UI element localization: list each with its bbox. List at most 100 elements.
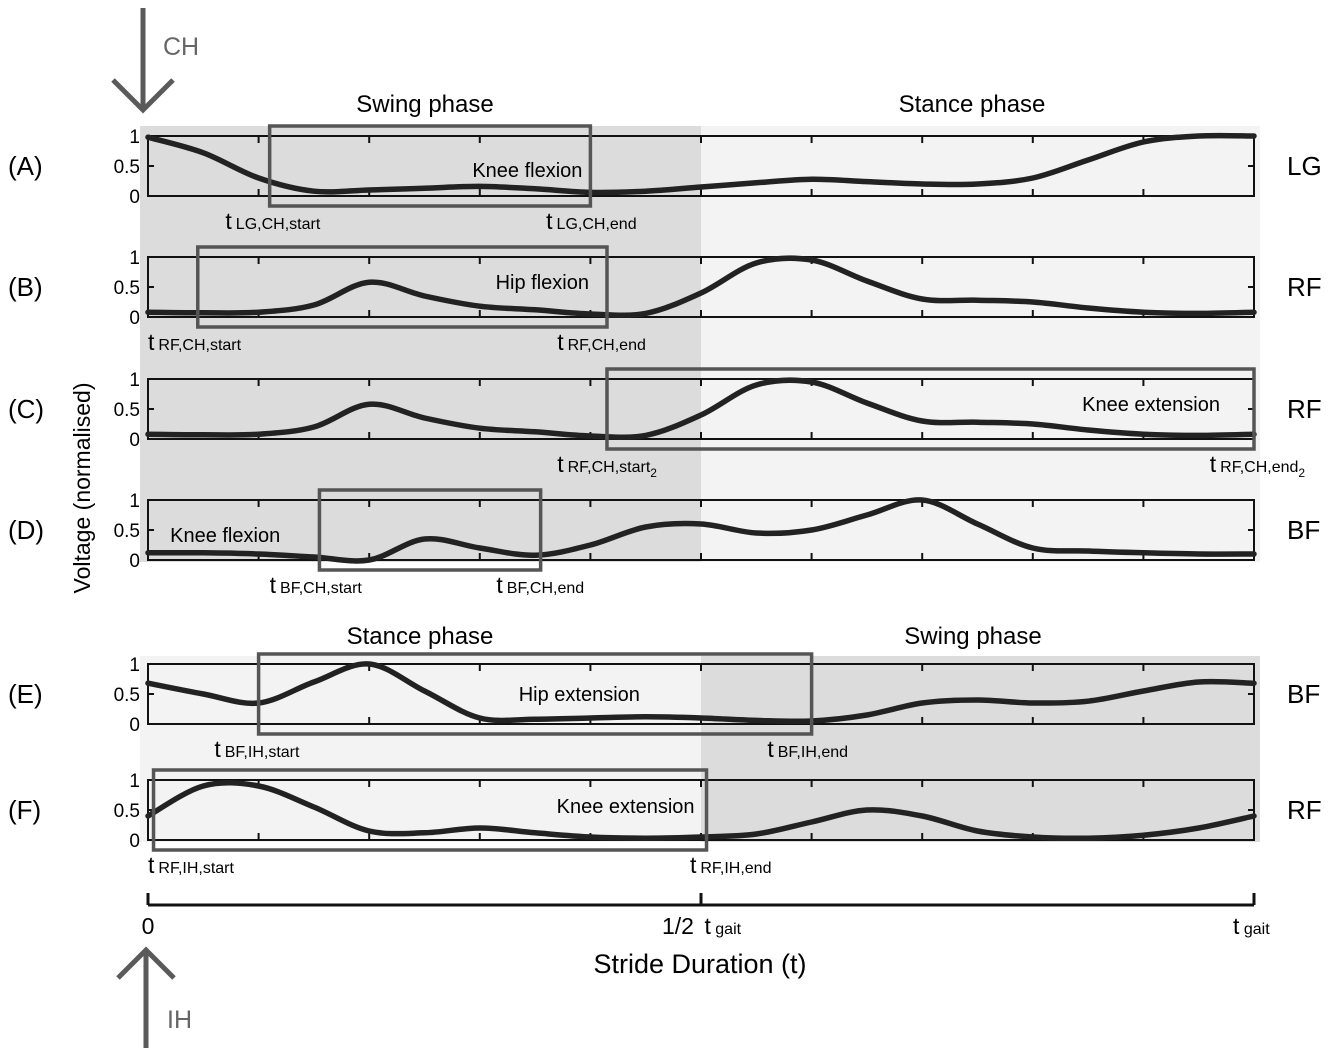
- time-marker-sub: BF,CH,end: [507, 580, 584, 597]
- time-marker: t BF,IH,end: [767, 736, 848, 762]
- time-marker-subsub: 2: [1298, 466, 1305, 480]
- phase-box-label: Knee extension: [1082, 394, 1220, 416]
- phase-box: [256, 652, 814, 736]
- y-tick-label: 0.5: [114, 801, 140, 822]
- time-marker: t LG,CH,end: [546, 208, 636, 234]
- y-tick-label: 0.5: [114, 157, 140, 178]
- time-marker-t: t: [270, 572, 277, 598]
- ih-arrow: IH: [116, 946, 192, 1048]
- time-marker: t RF,IH,end: [690, 852, 772, 878]
- time-marker-t: t: [148, 852, 155, 878]
- time-marker-t: t: [225, 208, 232, 234]
- time-marker-t: t: [557, 329, 564, 355]
- x-tick-end-t: t: [1233, 913, 1240, 939]
- panel-label: (A): [8, 151, 43, 181]
- time-marker-t: t: [546, 208, 553, 234]
- x-tick-end: t gait: [1233, 913, 1270, 939]
- time-marker: t RF,IH,start: [148, 852, 235, 878]
- y-tick-label: 0.5: [114, 685, 140, 706]
- emg-curve: [145, 255, 1257, 319]
- y-axis-label: Voltage (normalised): [69, 383, 95, 594]
- phase-box-label: Hip extension: [519, 684, 640, 706]
- ch-arrow: CH: [111, 8, 199, 114]
- time-marker-t: t: [690, 852, 697, 878]
- muscle-label: RF: [1287, 795, 1322, 825]
- panel-label: (D): [8, 515, 44, 545]
- phase-label-top-left: Swing phase: [356, 91, 493, 118]
- time-marker-sub: BF,CH,start: [280, 580, 362, 597]
- time-marker-sub: RF,IH,start: [158, 860, 234, 877]
- phase-label-bottom-right: Swing phase: [904, 623, 1041, 650]
- time-marker: t BF,CH,end: [496, 572, 584, 598]
- emg-curve: [145, 497, 1257, 564]
- time-marker-t: t: [767, 736, 774, 762]
- time-marker: t RF,CH,end: [557, 329, 646, 355]
- ih-arrow-label: IH: [167, 1006, 192, 1034]
- side-label: Knee flexion: [170, 525, 280, 547]
- phase-label-bottom-left: Stance phase: [347, 623, 494, 650]
- x-tick-end-sub: gait: [1244, 921, 1270, 938]
- time-marker-sub: BF,IH,start: [225, 744, 300, 761]
- phase-box: [317, 488, 543, 572]
- muscle-label: RF: [1287, 272, 1322, 302]
- y-tick-label: 1: [129, 655, 140, 676]
- x-tick-half-sub: gait: [715, 921, 741, 938]
- y-tick-label: 0: [129, 831, 140, 852]
- time-marker: t BF,CH,start: [270, 572, 363, 598]
- time-marker-t: t: [148, 329, 155, 355]
- y-tick-label: 1: [129, 370, 140, 391]
- time-marker-sub: RF,IH,end: [700, 860, 771, 877]
- time-marker: t BF,IH,start: [214, 736, 300, 762]
- time-marker: t RF,CH,end2: [1210, 451, 1306, 480]
- time-marker-sub: RF,CH,end: [1220, 459, 1298, 476]
- x-tick-half-prefix: 1/2: [662, 913, 694, 939]
- time-marker-t: t: [557, 451, 564, 477]
- y-tick-label: 0: [129, 430, 140, 451]
- time-marker-subsub: 2: [650, 466, 657, 480]
- time-marker-sub: LG,CH,end: [557, 216, 637, 233]
- y-tick-label: 0: [129, 308, 140, 329]
- emg-curve: [145, 661, 1257, 725]
- y-tick-label: 1: [129, 127, 140, 148]
- y-tick-label: 1: [129, 491, 140, 512]
- y-tick-label: 0: [129, 187, 140, 208]
- x-tick-zero: 0: [142, 913, 155, 939]
- panel-label: (F): [8, 795, 41, 825]
- muscle-label: BF: [1287, 679, 1320, 709]
- y-tick-label: 0.5: [114, 278, 140, 299]
- time-marker-sub: BF,IH,end: [778, 744, 848, 761]
- time-marker: t LG,CH,start: [225, 208, 320, 234]
- time-marker-sub: RF,CH,end: [568, 337, 646, 354]
- time-marker: t RF,CH,start2: [557, 451, 657, 480]
- time-marker-sub: LG,CH,start: [236, 216, 321, 233]
- x-axis-label: Stride Duration (t): [593, 949, 806, 979]
- phase-label-top-right: Stance phase: [899, 91, 1046, 118]
- phase-box-label: Hip flexion: [496, 272, 589, 294]
- time-marker-sub: RF,CH,start: [158, 337, 241, 354]
- y-tick-label: 0: [129, 715, 140, 736]
- x-tick-half: 1/2 t gait: [662, 913, 742, 939]
- phase-box-label: Knee extension: [557, 796, 695, 818]
- muscle-label: LG: [1287, 151, 1322, 181]
- muscle-label: BF: [1287, 515, 1320, 545]
- time-marker-t: t: [1210, 451, 1217, 477]
- phase-box: [605, 367, 1256, 451]
- panel-label: (C): [8, 394, 44, 424]
- phase-box: [267, 124, 593, 208]
- ch-arrow-label: CH: [163, 33, 199, 61]
- emg-curve: [145, 377, 1257, 441]
- y-tick-label: 0.5: [114, 400, 140, 421]
- muscle-label: RF: [1287, 394, 1322, 424]
- y-tick-label: 0: [129, 551, 140, 572]
- time-marker-t: t: [214, 736, 221, 762]
- y-tick-label: 1: [129, 248, 140, 269]
- phase-box: [151, 768, 709, 852]
- emg-curve: [145, 132, 1257, 196]
